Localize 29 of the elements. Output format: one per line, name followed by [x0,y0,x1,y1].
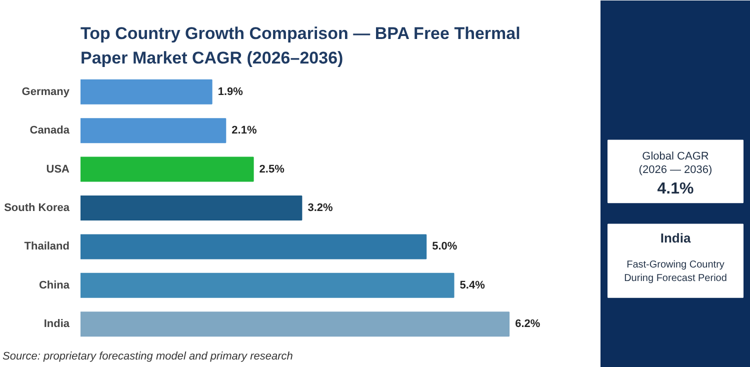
text: India [660,230,692,246]
y-tick-label: India [44,318,70,330]
data-label: 6.2% [515,318,540,330]
y-tick-label: USA [46,163,70,176]
data-label: 1.9% [218,86,244,98]
text: Global CAGR [642,150,709,163]
data-label: 5.4% [460,279,486,292]
y-tick-label: Germany [22,86,70,98]
y-tick-label: China [38,279,70,292]
bar [80,118,226,144]
text: 4.1% [657,180,694,198]
bar [80,312,510,337]
text: During Forecast Period [624,272,727,284]
data-label: 3.2% [308,202,333,214]
bar [80,196,302,220]
source-note: Source: proprietary forecasting model and primary research [2,350,293,362]
data-label: 5.0% [432,240,458,253]
bar [80,272,454,298]
y-tick-label: South Korea [4,202,70,214]
bar [80,156,254,182]
text: Fast-Growing Country [626,259,724,270]
data-label: 2.1% [232,124,257,137]
data-label: 2.5% [259,163,285,176]
bar [80,79,212,104]
y-tick-label: Thailand [24,240,70,253]
text: (2026 — 2036) [638,164,712,176]
bar [80,234,427,260]
chart-title: Top Country Growth Comparison — BPA Free Thermal Paper Market CAGR (2026–2036) [80,24,520,68]
y-tick-label: Canada [30,124,70,137]
